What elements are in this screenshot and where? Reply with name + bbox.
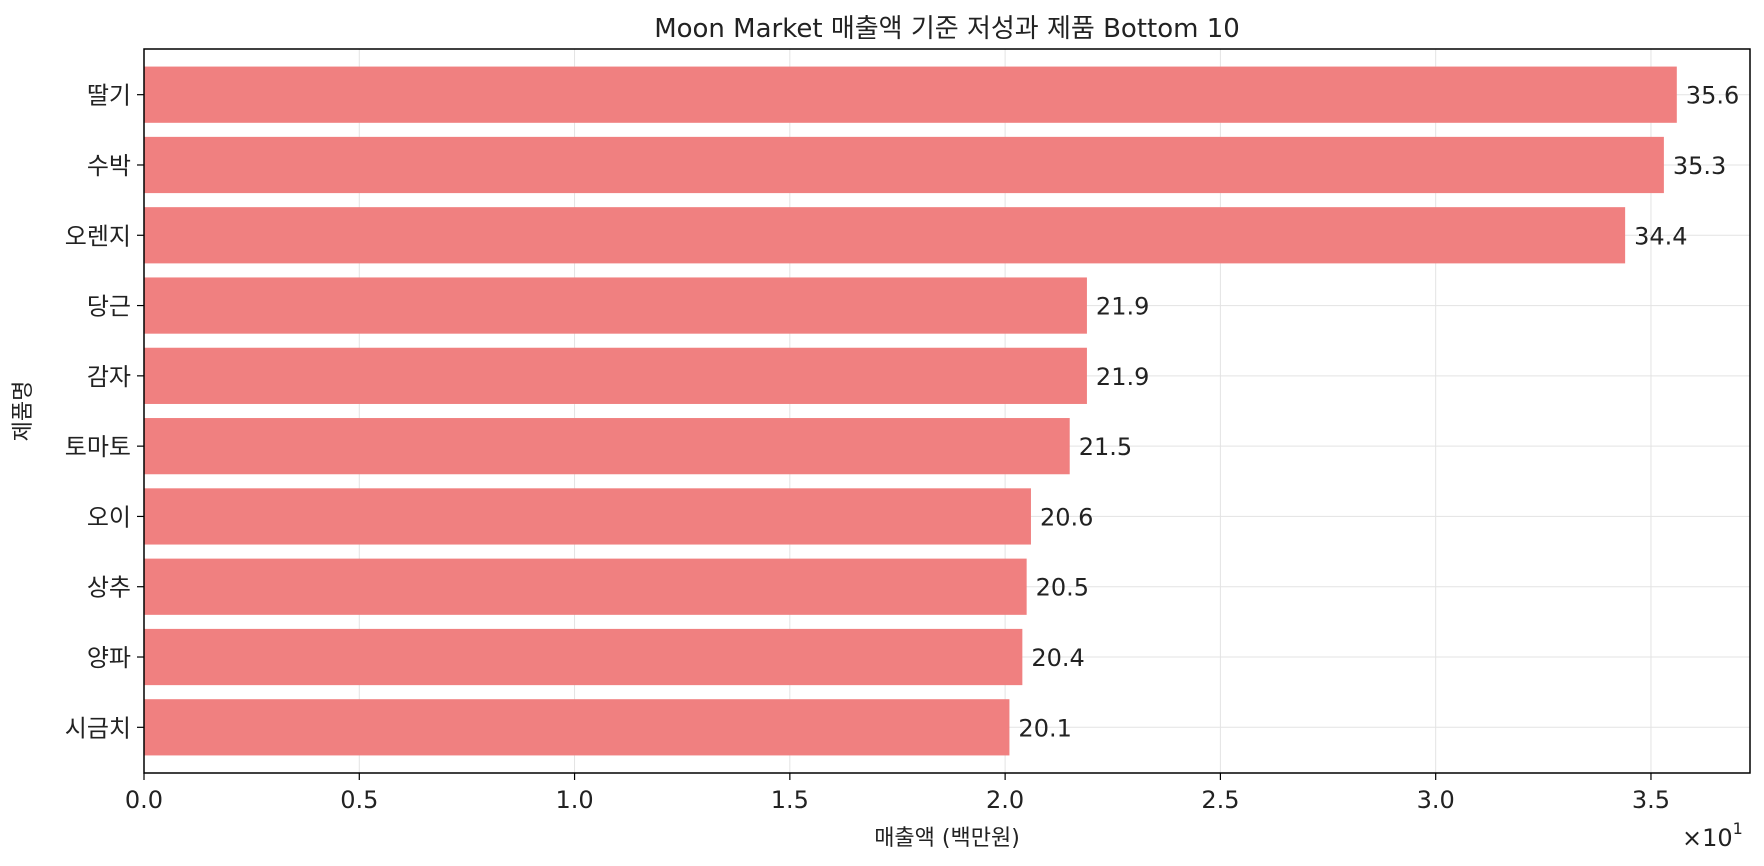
x-scale-base: ×10: [1682, 824, 1733, 852]
x-ticks-group: 0.0 0.5 1.0 1.5 2.0 2.5 3.0 3.5: [125, 773, 1670, 814]
bar-value-label: 35.3: [1673, 152, 1726, 180]
y-tick-label: 수박: [87, 152, 131, 180]
y-tick-label: 당근: [87, 293, 131, 321]
bar: [144, 418, 1070, 475]
bar-value-label: 21.5: [1079, 433, 1132, 461]
chart-title: Moon Market 매출액 기준 저성과 제품 Bottom 10: [654, 14, 1240, 44]
bar: [144, 347, 1087, 404]
x-tick-label: 1.0: [555, 786, 593, 814]
y-tick-label: 양파: [87, 644, 131, 672]
x-scale-offset: ×101: [1682, 819, 1743, 852]
bar-value-label: 20.1: [1018, 714, 1071, 742]
bar-value-label: 20.6: [1040, 503, 1093, 531]
bar: [144, 66, 1677, 123]
bar: [144, 558, 1027, 615]
value-labels-group: 35.6 35.3 34.4 21.9 21.9 21.5 20.6 20.5 20.4 20.1: [1018, 82, 1739, 743]
bar: [144, 488, 1031, 545]
x-tick-label: 2.5: [1201, 786, 1239, 814]
bar-value-label: 20.5: [1036, 574, 1089, 602]
y-tick-label: 감자: [87, 363, 131, 391]
y-tick-label: 딸기: [87, 82, 131, 110]
bars-group: [144, 66, 1677, 756]
bar: [144, 699, 1010, 756]
bar-value-label: 20.4: [1031, 644, 1084, 672]
y-tick-label: 오이: [87, 503, 131, 531]
bar-value-label: 21.9: [1096, 363, 1149, 391]
x-tick-label: 0.5: [340, 786, 378, 814]
y-axis-label: 제품명: [11, 381, 36, 442]
x-tick-label: 3.0: [1417, 786, 1455, 814]
x-tick-label: 0.0: [125, 786, 163, 814]
bar: [144, 207, 1626, 264]
bar: [144, 136, 1664, 194]
y-tick-label: 시금치: [65, 714, 131, 742]
x-scale-exponent: 1: [1733, 819, 1743, 838]
bar-value-label: 35.6: [1686, 82, 1739, 110]
x-tick-label: 2.0: [986, 786, 1024, 814]
bar: [144, 628, 1023, 686]
plot-frame: [143, 48, 1751, 774]
bar-value-label: 21.9: [1096, 293, 1149, 321]
y-tick-label: 토마토: [65, 433, 131, 461]
y-tick-label: 오렌지: [65, 222, 131, 250]
x-tick-label: 1.5: [771, 786, 809, 814]
x-tick-label: 3.5: [1632, 786, 1670, 814]
y-tick-label: 상추: [87, 574, 131, 602]
x-axis-label: 매출액 (백만원): [874, 826, 1020, 851]
bar: [144, 277, 1087, 334]
bar-value-label: 34.4: [1634, 222, 1687, 250]
